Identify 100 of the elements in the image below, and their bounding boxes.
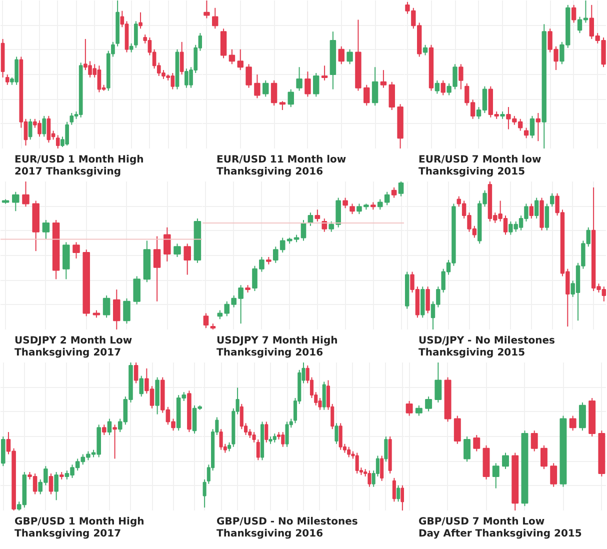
candlestick <box>139 375 144 398</box>
candlestick <box>102 294 110 318</box>
candlestick <box>578 402 586 432</box>
candlestick <box>281 432 285 448</box>
text: EUR/USD 7 Month low Thanksgiving 2015 <box>418 154 542 178</box>
candlestick <box>355 452 359 474</box>
candlestick <box>392 477 396 502</box>
candlestick <box>174 243 181 258</box>
candlestick <box>46 115 51 144</box>
candlestick <box>380 455 384 482</box>
text: USDJPY 2 Month Low Thanksgiving 2017 <box>14 335 132 358</box>
candlestick <box>153 236 161 302</box>
candlestick <box>42 219 50 240</box>
candlestick <box>28 118 32 140</box>
candlestick <box>180 41 184 75</box>
candlestick <box>134 362 138 384</box>
candlestick <box>204 0 210 19</box>
candlestick <box>388 81 395 111</box>
candlestick <box>425 396 432 412</box>
candlestick <box>228 48 236 65</box>
candlestick <box>237 48 244 71</box>
candlestick <box>42 115 46 138</box>
candlestick <box>5 74 10 86</box>
candlestick <box>458 64 464 90</box>
candlestick <box>380 70 387 88</box>
candlestick <box>347 446 351 458</box>
candlestick <box>220 28 227 59</box>
candlestick <box>473 434 480 452</box>
candlestick <box>464 436 471 462</box>
candlestick <box>72 242 80 259</box>
candlestick <box>212 7 218 30</box>
candlestick <box>322 381 326 410</box>
candlestick <box>304 71 311 98</box>
candlestick <box>454 415 461 444</box>
candlestick <box>571 4 576 24</box>
candlestick <box>54 472 58 501</box>
candlestick <box>391 186 397 198</box>
candlestick <box>12 191 20 212</box>
candlestick <box>313 72 320 98</box>
candlestick <box>364 84 370 106</box>
candlestick <box>415 404 422 416</box>
candlestick <box>321 65 328 81</box>
candlestick <box>296 66 302 92</box>
candlestick <box>256 438 260 461</box>
candlestick <box>530 115 535 139</box>
candlestick <box>569 415 576 432</box>
candlestick <box>440 80 446 96</box>
candlestick <box>62 242 70 280</box>
candlestick <box>398 182 404 197</box>
candlestick <box>536 112 541 142</box>
candlestick <box>1 436 6 467</box>
candlestick <box>240 403 244 430</box>
candlestick <box>502 452 509 470</box>
candlestick <box>138 12 142 30</box>
candlestick <box>113 289 120 330</box>
candlestick <box>164 226 171 262</box>
candlestick <box>123 298 130 324</box>
candlestick <box>342 197 348 209</box>
text: EUR/USD 11 Month low Thanksgiving 2016 <box>216 154 346 178</box>
candlestick <box>529 203 534 219</box>
candlestick <box>434 362 442 403</box>
candlestick <box>346 48 353 65</box>
candlestick <box>56 134 60 148</box>
text: GBP/USD - No Milestones Thanksgiving 2016 <box>216 516 358 540</box>
candlestick <box>246 64 252 88</box>
text: USD/JPY - No Milestones Thanksgiving 2015 <box>418 335 555 358</box>
candlestick <box>314 209 320 222</box>
candlestick <box>264 421 268 443</box>
candlestick <box>368 470 372 488</box>
candlestick <box>434 80 440 94</box>
candlestick <box>254 74 260 99</box>
candlestick <box>524 127 529 139</box>
candlestick <box>102 424 106 436</box>
candlestick <box>70 112 74 126</box>
candlestick <box>530 430 538 452</box>
candlestick <box>384 436 388 462</box>
text: USDJPY 7 Month High Thanksgiving 2016 <box>216 335 338 358</box>
candlestick <box>372 66 378 106</box>
candlestick <box>422 44 428 56</box>
text: EUR/USD 1 Month High 2017 Thanksgiving <box>14 154 144 178</box>
candlestick <box>22 182 30 208</box>
candlestick <box>492 462 500 489</box>
candlestick <box>544 203 550 231</box>
candlestick <box>133 276 140 305</box>
candlestick <box>406 400 413 416</box>
candlestick <box>134 20 138 48</box>
text: GBP/USD 7 Month Low Day After Thanksgiving 2015 <box>418 516 582 540</box>
candlestick <box>550 192 554 208</box>
candlestick <box>338 422 342 450</box>
candlestick <box>203 312 209 329</box>
candlestick <box>322 218 328 232</box>
candlestick <box>112 424 117 460</box>
candlestick <box>48 473 54 495</box>
candlestick <box>550 462 558 488</box>
candlestick <box>219 428 223 450</box>
candlestick <box>184 243 191 276</box>
text: GBP/USD 1 Month High Thanksgiving 2017 <box>14 516 144 540</box>
candlestick <box>540 444 548 470</box>
candlestick <box>288 88 294 108</box>
candlestick <box>107 418 112 436</box>
